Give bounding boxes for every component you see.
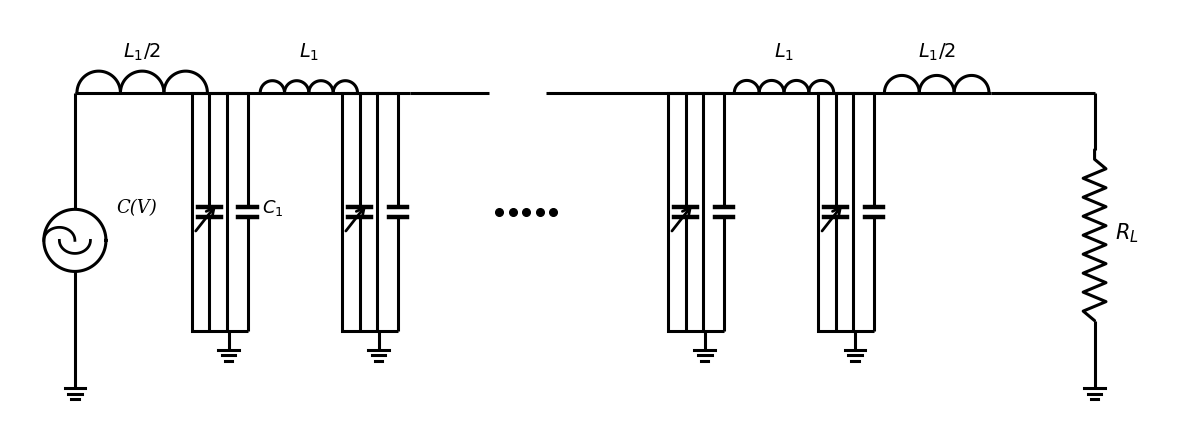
Text: C(V): C(V)	[116, 198, 156, 216]
Text: $L_1$: $L_1$	[774, 41, 794, 63]
Bar	[668, 94, 703, 331]
Bar	[342, 94, 377, 331]
Bar	[818, 94, 853, 331]
Text: $C_1$: $C_1$	[262, 197, 283, 217]
Bar	[192, 94, 228, 331]
Text: $L_1$: $L_1$	[299, 41, 319, 63]
Text: $R_L$: $R_L$	[1115, 221, 1139, 245]
Text: $L_1/2$: $L_1/2$	[123, 41, 161, 63]
Text: $L_1/2$: $L_1/2$	[917, 41, 956, 63]
